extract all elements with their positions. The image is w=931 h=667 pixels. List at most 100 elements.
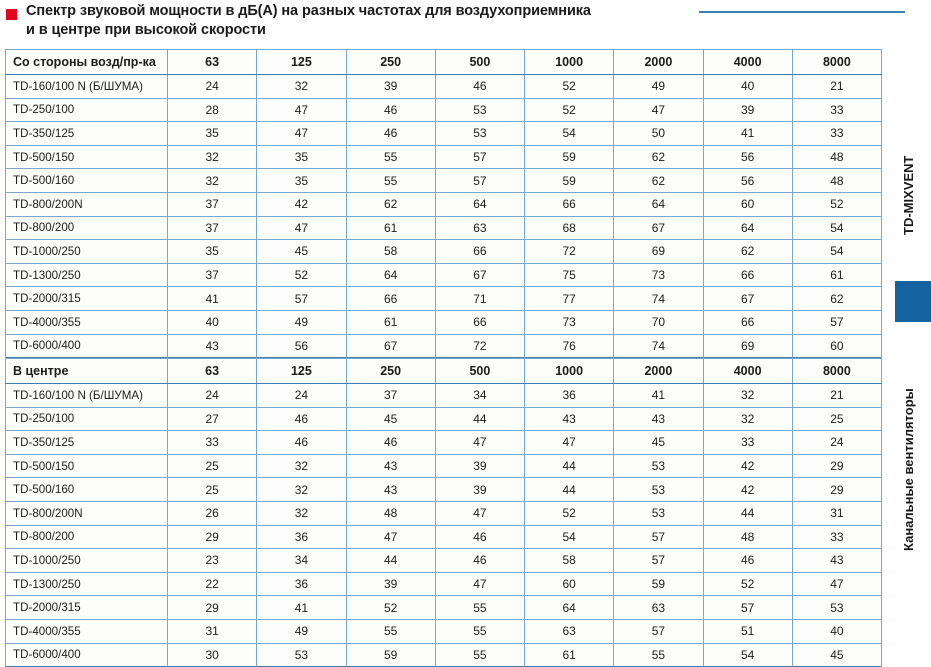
table-head: Со стороны возд/пр-ка 63 125 250 500 100… [5, 49, 883, 75]
column-header-frequency: 125 [256, 49, 347, 75]
cell-value: 39 [434, 453, 526, 479]
cell-value: 57 [613, 618, 704, 644]
cell-value: 32 [702, 383, 793, 408]
page-title-line-1: Спектр звуковой мощности в дБ(А) на разн… [26, 3, 591, 19]
table-row: TD-2000/315 29 41 52 55 64 63 57 53 [5, 595, 883, 620]
table-row: TD-800/200 37 47 61 63 68 67 64 54 [5, 215, 883, 241]
cell-value: 43 [613, 406, 704, 432]
cell-value: 33 [791, 524, 883, 550]
cell-value: 62 [702, 239, 793, 264]
cell-value: 32 [256, 500, 347, 526]
right-side-rail: TD-MIXVENT Канальные вентиляторы [886, 0, 931, 664]
cell-value: 53 [791, 595, 883, 620]
cell-value: 47 [523, 430, 615, 455]
column-header-frequency: 2000 [613, 358, 704, 384]
cell-model: TD-1300/250 [5, 571, 168, 597]
cell-value: 64 [523, 595, 615, 620]
table-header-row: Со стороны возд/пр-ка 63 125 250 500 100… [5, 49, 883, 75]
cell-value: 69 [613, 239, 704, 264]
cell-value: 32 [166, 144, 258, 170]
cell-value: 66 [702, 262, 793, 288]
column-header-frequency: 250 [345, 49, 436, 75]
table-row: TD-4000/355 40 49 61 66 73 70 66 57 [5, 309, 883, 335]
cell-value: 43 [166, 333, 258, 358]
cell-value: 41 [613, 383, 704, 408]
cell-value: 61 [523, 642, 615, 667]
cell-value: 44 [523, 477, 615, 502]
cell-value: 57 [256, 286, 347, 311]
cell-value: 55 [434, 595, 526, 620]
page-title: Спектр звуковой мощности в дБ(А) на разн… [26, 2, 666, 40]
table-row: TD-1300/250 37 52 64 67 75 73 66 61 [5, 262, 883, 288]
column-header-frequency: 4000 [702, 49, 793, 75]
cell-value: 53 [613, 500, 704, 526]
table-header-row: В центре 63 125 250 500 1000 2000 4000 8… [5, 358, 883, 384]
cell-value: 63 [523, 618, 615, 644]
cell-value: 52 [523, 500, 615, 526]
cell-value: 66 [434, 239, 526, 264]
cell-value: 77 [523, 286, 615, 311]
cell-value: 47 [613, 97, 704, 123]
cell-value: 21 [791, 383, 883, 408]
cell-value: 49 [256, 309, 347, 335]
cell-value: 43 [345, 477, 436, 502]
cell-value: 61 [791, 262, 883, 288]
cell-value: 51 [702, 618, 793, 644]
cell-value: 32 [256, 74, 347, 99]
column-header-frequency: 1000 [523, 358, 615, 384]
cell-value: 64 [434, 191, 526, 217]
cell-value: 54 [791, 215, 883, 241]
table-row: TD-160/100 N (Б/ШУМА) 24 24 37 34 36 41 … [5, 383, 883, 408]
cell-value: 34 [434, 383, 526, 408]
cell-value: 32 [256, 453, 347, 479]
cell-value: 45 [345, 406, 436, 432]
cell-value: 49 [613, 74, 704, 99]
cell-value: 48 [345, 500, 436, 526]
cell-value: 45 [791, 642, 883, 667]
cell-value: 39 [345, 74, 436, 99]
cell-value: 58 [523, 548, 615, 573]
cell-model: TD-1000/250 [5, 548, 168, 573]
cell-value: 66 [345, 286, 436, 311]
cell-value: 52 [791, 191, 883, 217]
cell-value: 33 [791, 97, 883, 123]
cell-value: 35 [256, 144, 347, 170]
cell-value: 54 [702, 642, 793, 667]
cell-value: 53 [613, 453, 704, 479]
cell-value: 23 [166, 548, 258, 573]
cell-value: 59 [613, 571, 704, 597]
cell-value: 37 [166, 215, 258, 241]
sound-power-table-intake: Со стороны возд/пр-ка 63 125 250 500 100… [5, 49, 883, 359]
cell-model: TD-800/200N [5, 500, 168, 526]
cell-model: TD-4000/355 [5, 309, 168, 335]
cell-value: 52 [523, 97, 615, 123]
cell-value: 39 [434, 477, 526, 502]
cell-value: 46 [345, 97, 436, 123]
cell-model: TD-500/160 [5, 168, 168, 193]
column-header-frequency: 63 [166, 49, 258, 75]
cell-value: 74 [613, 286, 704, 311]
cell-value: 60 [523, 571, 615, 597]
cell-value: 36 [256, 571, 347, 597]
cell-value: 29 [166, 595, 258, 620]
cell-value: 63 [613, 595, 704, 620]
table-row: TD-250/100 28 47 46 53 52 47 39 33 [5, 97, 883, 123]
cell-value: 75 [523, 262, 615, 288]
table-row: TD-1300/250 22 36 39 47 60 59 52 47 [5, 571, 883, 597]
cell-value: 42 [702, 477, 793, 502]
cell-value: 71 [434, 286, 526, 311]
cell-value: 37 [166, 262, 258, 288]
cell-model: TD-160/100 N (Б/ШУМА) [5, 383, 168, 408]
cell-value: 52 [345, 595, 436, 620]
cell-model: TD-250/100 [5, 406, 168, 432]
cell-value: 45 [256, 239, 347, 264]
cell-value: 26 [166, 500, 258, 526]
column-header-frequency: 2000 [613, 49, 704, 75]
cell-value: 64 [702, 215, 793, 241]
cell-value: 56 [702, 144, 793, 170]
cell-value: 47 [345, 524, 436, 550]
cell-value: 37 [166, 191, 258, 217]
cell-value: 39 [702, 97, 793, 123]
cell-value: 36 [256, 524, 347, 550]
cell-value: 47 [434, 500, 526, 526]
